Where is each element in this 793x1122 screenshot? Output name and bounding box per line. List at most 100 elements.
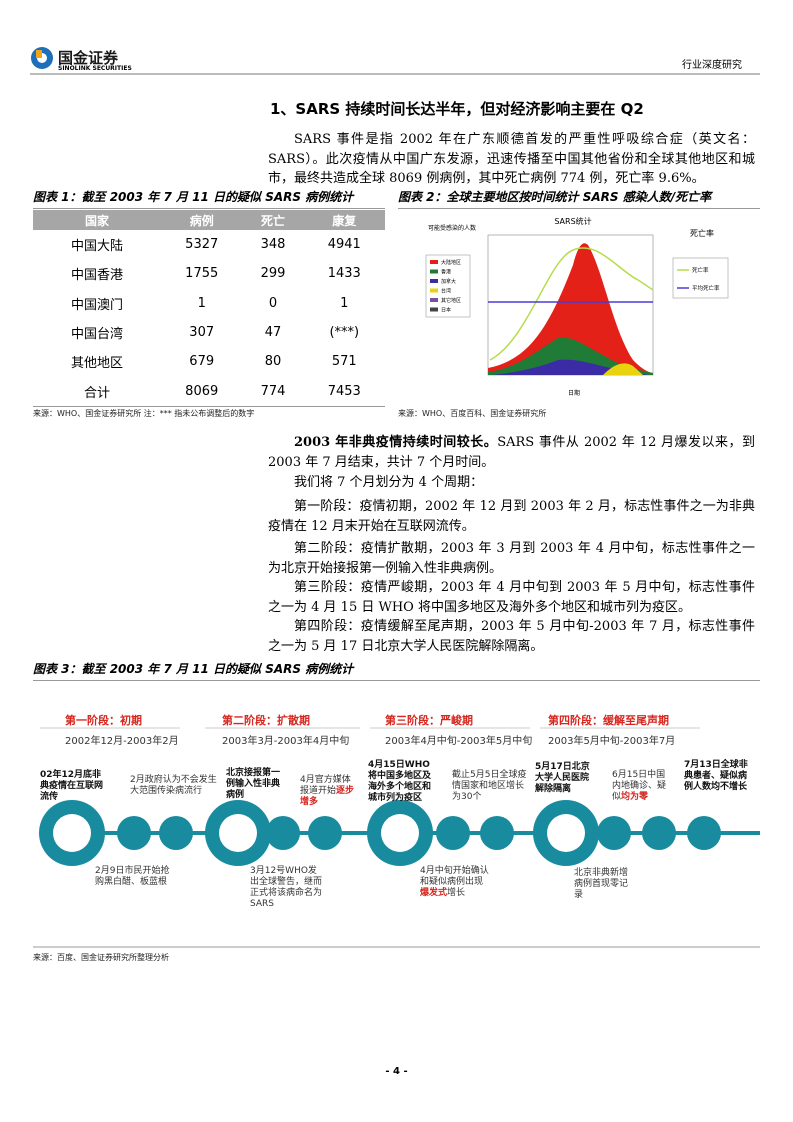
event-text: 截止5月5日全球疫情国家和地区增长为30个 — [452, 770, 527, 802]
death-rate-line — [489, 247, 654, 361]
legend-label: 台湾 — [441, 288, 451, 295]
paragraph: 2003 年非典疫情持续时间较长。SARS 事件从 2002 年 12 月爆发以… — [268, 433, 755, 472]
timeline-dot — [159, 816, 193, 850]
source: 来源：WHO、国金证券研究所 注：*** 指未公布调整后的数字 — [33, 409, 255, 418]
area-hk — [488, 337, 653, 375]
event-text: 4月官方媒体报道开始 — [300, 775, 351, 796]
legend-label: 香港 — [441, 269, 451, 276]
legend-label: 日本 — [441, 307, 451, 314]
timeline-event: 3月12号WHO发出全球警告，继而正式将该病命名为SARS — [250, 866, 322, 910]
timeline-event: 2月政府认为不会发生大范围传染病流行 — [130, 775, 218, 797]
timeline-dot — [266, 816, 300, 850]
event-text: 北京接报第一例输入性非典病例 — [226, 768, 281, 800]
stage-title: 第四阶段：缓解至尾声期 — [548, 714, 669, 727]
legend-swatch — [430, 279, 438, 283]
timeline-event: 6月15日中国内地确诊、疑似均为零 — [612, 770, 674, 803]
timeline-event: 02年12月底非典疫情在互联网流传 — [40, 770, 108, 803]
heading: 1、SARS 持续时间长达半年，但对经济影响主要在 Q2 — [270, 100, 644, 118]
logo-en: SINOLINK SECURITIES — [58, 65, 132, 72]
table-cell: 8069 — [185, 383, 219, 399]
timeline-event: 4月15日WHO将中国多地区及海外多个地区和城市列为疫区 — [368, 760, 438, 804]
event-text: 7月13日全球非典患者、疑似病例人数均不增长 — [684, 760, 748, 792]
timeline-ring-inner — [53, 814, 91, 852]
area-mainland — [488, 243, 653, 375]
timeline-event: 4月官方媒体报道开始逐步增多 — [300, 775, 358, 808]
legend-box — [672, 257, 729, 299]
table-cell: 7453 — [327, 383, 361, 399]
legend-label: 加拿大 — [441, 278, 456, 285]
logo-text: 国金证券 — [58, 49, 119, 67]
x-axis-label: 日期 — [568, 389, 580, 397]
timeline-ring-inner — [547, 814, 585, 852]
area-tw — [603, 363, 643, 375]
legend-swatch — [430, 298, 438, 302]
timeline-event: 截止5月5日全球疫情国家和地区增长为30个 — [452, 770, 528, 803]
timeline-event: 北京接报第一例输入性非典病例 — [226, 768, 288, 801]
table-cell: 中国大陆 — [70, 239, 123, 255]
timeline-dot — [642, 816, 676, 850]
table-header-cell: 死亡 — [242, 210, 304, 230]
paragraph: 第四阶段：疫情缓解至尾声期，2003 年 5 月中旬-2003 年 7 月，标志… — [268, 619, 755, 654]
stage-title: 第三阶段：严峻期 — [385, 714, 473, 727]
stage-period: 2003年5月中旬-2003年7月 — [548, 736, 676, 747]
event-text: 3月12号WHO发出全球警告，继而正式将该病命名为SARS — [250, 866, 323, 909]
table-cell: 679 — [189, 354, 215, 370]
timeline-event: 5月17日北京大学人民医院解除隔离 — [535, 762, 597, 795]
paragraph: 第二阶段：疫情扩散期，2003 年 3 月到 2003 年 4 月中旬，标志性事… — [268, 541, 755, 576]
table-header: 国家 病例 死亡 康复 — [33, 210, 385, 230]
legend-swatch — [430, 288, 438, 293]
table-cell: 中国香港 — [70, 268, 123, 284]
timeline-ring-inner — [219, 814, 257, 852]
timeline-dot — [480, 816, 514, 850]
source: 来源：WHO、百度百科、国金证券研究所 — [398, 409, 547, 418]
header-graphics — [30, 47, 760, 75]
paragraph: SARS 事件是指 2002 年在广东顺德首发的严重性呼吸综合症（英文名：SAR… — [268, 132, 755, 186]
event-text: 5月17日北京大学人民医院解除隔离 — [535, 762, 590, 794]
table-header-cell: 康复 — [303, 210, 385, 230]
event-emphasis: 爆发式 — [420, 888, 448, 898]
stage-title: 第二阶段：扩散期 — [222, 714, 310, 727]
chart-title: SARS统计 — [554, 216, 591, 226]
timeline-dot — [117, 816, 151, 850]
legend-box — [425, 254, 471, 318]
y2-axis-label: 死亡率 — [690, 228, 714, 238]
event-text: 北京非典新增病例首现零记录 — [574, 868, 629, 900]
event-text: 02年12月底非典疫情在互联网流传 — [40, 770, 104, 802]
table-cell: 其他地区 — [70, 356, 123, 372]
table-cell: 0 — [268, 295, 278, 311]
table-row: 中国澳门 1 0 1 — [33, 289, 385, 318]
table-cell: 1433 — [327, 266, 361, 282]
event-text: 2月政府认为不会发生大范围传染病流行 — [130, 775, 217, 796]
event-emphasis: 均为零 — [621, 792, 649, 802]
figure-title: 图表 2：全球主要地区按时间统计 SARS 感染人数/死亡率 — [398, 188, 760, 209]
table-cell: 中国台湾 — [70, 327, 123, 343]
paragraph: 第三阶段：疫情严峻期，2003 年 4 月中旬到 2003 年 5 月中旬，标志… — [268, 580, 755, 615]
timeline-dot — [436, 816, 470, 850]
table-cell: 合计 — [83, 385, 110, 401]
stage-period: 2003年4月中旬-2003年5月中旬 — [385, 736, 533, 747]
y-axis-label: 可能受感染的人数 — [428, 224, 476, 232]
stage-period: 2002年12月-2003年2月 — [65, 736, 179, 747]
table-header-cell: 国家 — [33, 210, 161, 230]
table-row: 中国香港 1755 299 1433 — [33, 259, 385, 288]
table-cell: 571 — [331, 354, 357, 370]
header-section: 行业深度研究 — [682, 60, 742, 71]
table-cell: 4941 — [327, 237, 361, 253]
logo-accent — [36, 50, 42, 58]
timeline-event: 4月中旬开始确认和疑似病例出现爆发式增长 — [420, 866, 492, 899]
legend-label: 大陆地区 — [441, 259, 461, 266]
table: 国家 病例 死亡 康复 中国大陆 5327 348 4941 中国香港 1755 299 1433 中… — [33, 210, 385, 407]
timeline-dot — [308, 816, 342, 850]
legend-swatch — [430, 307, 438, 312]
table-cell: 348 — [260, 237, 286, 253]
event-text: 增长 — [447, 888, 466, 898]
rule — [33, 946, 760, 948]
table-row: 其他地区 679 80 571 — [33, 347, 385, 376]
event-text: 4月中旬开始确认和疑似病例出现 — [420, 866, 489, 887]
timeline-dot — [597, 816, 631, 850]
source: 来源：百度、国金证券研究所整理分析 — [33, 953, 169, 962]
figure-title: 图表 1：截至 2003 年 7 月 11 日的疑似 SARS 病例统计 — [33, 188, 385, 209]
figure-title: 图表 3：截至 2003 年 7 月 11 日的疑似 SARS 病例统计 — [33, 660, 760, 681]
